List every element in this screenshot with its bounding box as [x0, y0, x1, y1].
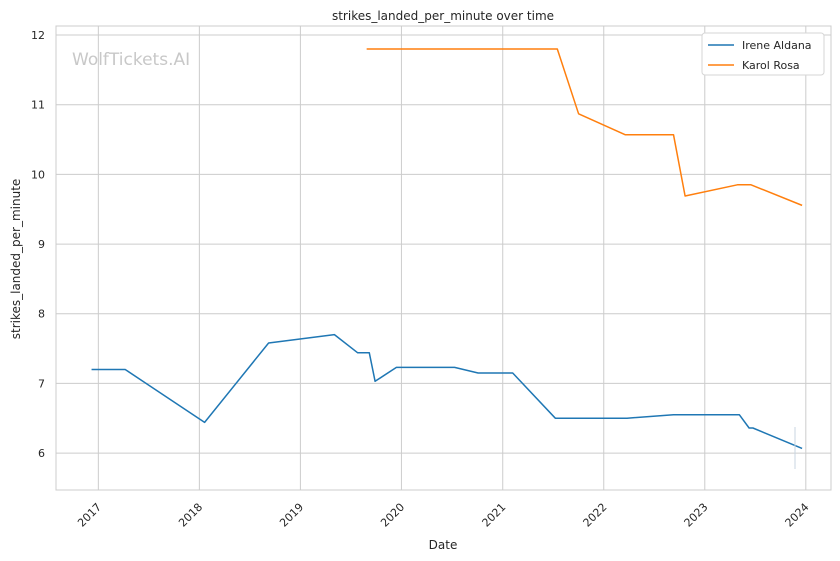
plot-frame — [55, 25, 832, 491]
legend: Irene Aldana Karol Rosa — [701, 32, 825, 76]
x-tick-label: 2022 — [581, 501, 610, 530]
x-tick-label: 2019 — [277, 501, 306, 530]
x-axis-label: Date — [429, 538, 458, 552]
y-tick-label: 12 — [31, 29, 45, 42]
legend-label-0: Irene Aldana — [742, 39, 812, 52]
y-tick-label: 7 — [38, 377, 45, 390]
series-line-1 — [366, 48, 803, 207]
chart-title: strikes_landed_per_minute over time — [332, 9, 554, 23]
x-tick-label: 2023 — [682, 501, 711, 530]
x-tick-label: 2017 — [75, 501, 104, 530]
legend-label-1: Karol Rosa — [742, 59, 800, 72]
y-tick-label: 6 — [38, 447, 45, 460]
y-axis-ticks: 6 7 8 9 10 11 12 — [31, 29, 45, 460]
x-tick-label: 2021 — [480, 501, 509, 530]
x-tick-label: 2020 — [378, 501, 407, 530]
x-tick-label: 2018 — [176, 501, 205, 530]
y-tick-label: 8 — [38, 308, 45, 321]
series-layer — [91, 48, 803, 450]
y-tick-label: 11 — [31, 99, 45, 112]
plot-background — [56, 26, 831, 490]
x-tick-label: 2024 — [783, 501, 812, 530]
x-axis-ticks: 2017 2018 2019 2020 2021 2022 2023 2024 — [75, 501, 811, 530]
watermark: WolfTickets.AI — [72, 50, 190, 70]
grid — [56, 26, 831, 490]
y-axis-label: strikes_landed_per_minute — [9, 179, 23, 340]
y-tick-label: 9 — [38, 238, 45, 251]
series-line-0 — [91, 333, 803, 450]
y-tick-label: 10 — [31, 168, 45, 181]
